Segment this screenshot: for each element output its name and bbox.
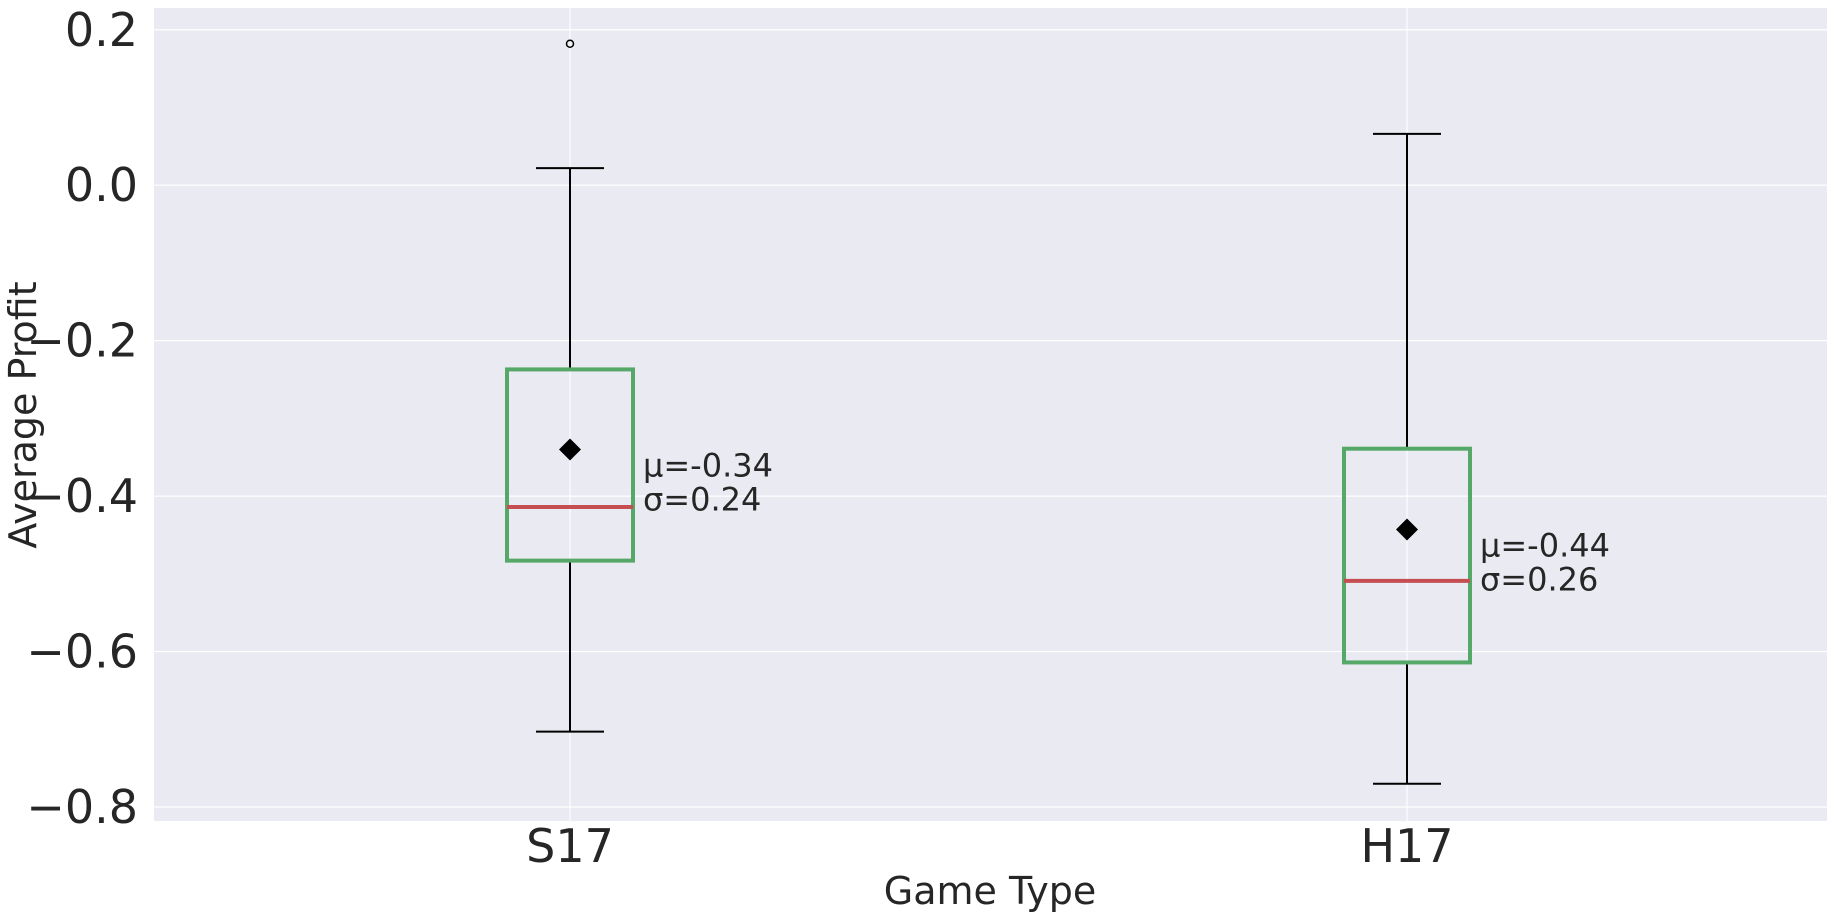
y-axis-label: Average Profit: [1, 281, 45, 548]
x-tick-label: H17: [1360, 819, 1453, 873]
y-tick-label: −0.2: [26, 314, 138, 368]
std-annotation: σ=0.26: [1480, 561, 1598, 599]
std-annotation: σ=0.24: [643, 480, 761, 518]
grid-lines: [154, 8, 1827, 821]
mean-annotation: μ=-0.34: [643, 446, 773, 484]
x-tick-label: S17: [526, 819, 614, 873]
x-axis-label: Game Type: [884, 869, 1097, 913]
y-tick-label: −0.6: [26, 625, 138, 679]
y-tick-label: 0.0: [65, 158, 138, 212]
mean-annotation: μ=-0.44: [1480, 527, 1610, 565]
mean-marker: [1396, 518, 1418, 541]
outlier-point: [565, 39, 575, 49]
box-group-h17: μ=-0.44σ=0.26: [1342, 132, 1610, 785]
y-tick-label: 0.2: [65, 3, 138, 57]
mean-marker: [559, 438, 581, 461]
box-iqr: [505, 367, 635, 563]
y-tick-labels: 0.2 0.0 −0.2 −0.4 −0.6 −0.8: [26, 3, 138, 834]
y-tick-label: −0.8: [26, 780, 138, 834]
x-tick-labels: S17 H17: [526, 819, 1453, 873]
plot-area-background: [154, 8, 1827, 821]
box-series: μ=-0.34σ=0.24 μ=-0.44σ=0.26: [505, 39, 1610, 785]
box-iqr: [1342, 446, 1472, 665]
box-group-s17: μ=-0.34σ=0.24: [505, 39, 773, 733]
y-tick-label: −0.4: [26, 469, 138, 523]
